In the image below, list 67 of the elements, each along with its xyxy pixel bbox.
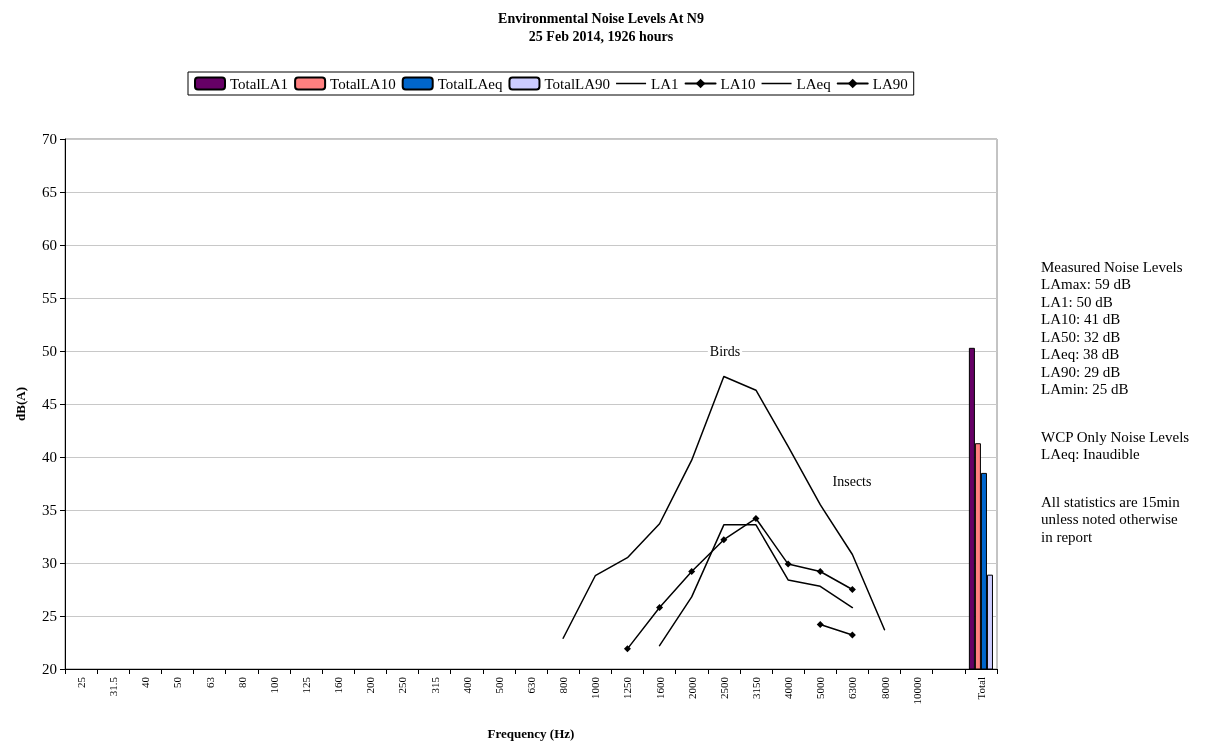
- annotation: Insects: [832, 473, 872, 489]
- x-tick-label: 3150: [749, 676, 762, 699]
- x-tick-label: 50: [171, 676, 184, 688]
- legend-label: LA90: [872, 75, 908, 92]
- x-tick-label: 8000: [878, 676, 891, 699]
- x-tick-label: 500: [492, 676, 505, 694]
- legend-label: LA1: [651, 75, 679, 92]
- line-series: [562, 375, 886, 640]
- x-tick-label: 200: [364, 676, 377, 694]
- x-tick-label: 1600: [653, 676, 666, 699]
- y-tick-label: 55: [42, 290, 57, 306]
- y-tick-label: 50: [42, 343, 57, 359]
- y-tick-label: 25: [42, 608, 57, 624]
- legend-label: TotalLA10: [330, 75, 396, 92]
- point: [752, 514, 760, 522]
- y-tick-label: 20: [42, 661, 57, 677]
- chart-title: Environmental Noise Levels At N9: [498, 10, 704, 26]
- legend-label: TotalLA1: [230, 75, 289, 92]
- x-tick-label: 10000: [910, 676, 923, 705]
- x-tick-label: 125: [300, 676, 313, 694]
- x-tick-label: 63: [203, 676, 216, 688]
- x-tick-label: 25: [75, 676, 88, 688]
- point: [816, 620, 824, 628]
- point: [784, 560, 792, 568]
- y-tick-label: 70: [42, 131, 57, 147]
- point: [623, 645, 631, 653]
- x-tick-label: 31.5: [107, 676, 120, 697]
- x-tick-label: 1000: [589, 676, 602, 699]
- x-tick-label: 4000: [782, 676, 795, 699]
- annotation: Birds: [709, 343, 741, 359]
- chart-subtitle: 25 Feb 2014, 1926 hours: [528, 28, 674, 44]
- x-tick-label: 40: [139, 676, 152, 688]
- point: [688, 567, 696, 575]
- x-tick-label: 400: [460, 676, 473, 694]
- point: [848, 586, 856, 593]
- y-tick-label: 45: [42, 396, 57, 412]
- point: [720, 536, 728, 544]
- x-tick-label: 6300: [846, 676, 859, 699]
- y-tick-label: 35: [42, 502, 57, 518]
- x-tick-label: 800: [557, 676, 570, 694]
- x-tick-label: 630: [525, 676, 537, 694]
- y-tick-label: 40: [42, 449, 57, 465]
- x-tick-label: 2000: [685, 676, 698, 699]
- point: [656, 604, 664, 612]
- text: Measured Noise Levels LAmax: 59 dB LA1: 50 dB LA10: 41 dB LA50: 32 dB LAeq: 38 dB LA90: 29 dB LAmin: 25 dB: [1041, 258, 1183, 398]
- x-tick-label: 315: [428, 676, 441, 694]
- point: [848, 631, 856, 639]
- text: All statistics are 15min unless noted otherwise in report: [1041, 493, 1181, 545]
- point: [816, 567, 824, 575]
- x-tick-label: 80: [235, 676, 248, 688]
- x-tick-label: 2500: [717, 676, 730, 699]
- x-tick-label: 100: [267, 676, 280, 694]
- y-tick-label: 65: [42, 184, 57, 200]
- legend-label: TotalLAeq: [437, 75, 503, 92]
- y-tick-label: 60: [42, 237, 57, 253]
- text: WCP Only Noise Levels LAeq: Inaudible: [1041, 428, 1190, 463]
- x-tick-label: 1250: [621, 676, 634, 699]
- legend-label: LAeq: [796, 75, 832, 92]
- x-tick-label: 160: [332, 676, 345, 694]
- legend-label: TotalLA90: [544, 75, 611, 92]
- x-tick-label: 5000: [814, 676, 827, 699]
- x-tick-label: 250: [396, 676, 409, 694]
- y-axis-title: dB(A): [13, 387, 28, 421]
- x-axis-title: Frequency (Hz): [487, 726, 575, 741]
- y-tick-label: 30: [42, 555, 57, 571]
- x-tick-label: Total: [974, 677, 987, 700]
- legend-label: LA10: [720, 75, 756, 92]
